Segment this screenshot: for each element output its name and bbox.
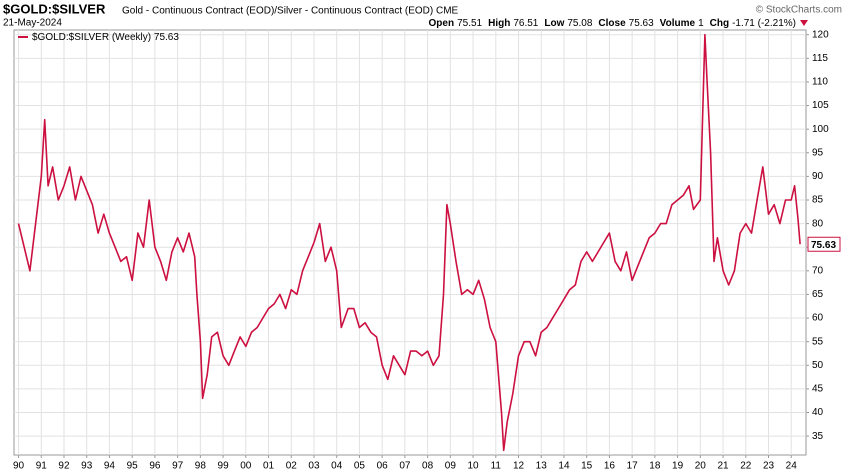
y-tick-label: 95 [812, 147, 824, 158]
x-tick-label: 00 [240, 461, 252, 472]
x-tick-label: 06 [377, 461, 389, 472]
x-tick-label: 18 [649, 461, 661, 472]
y-tick-label: 120 [812, 29, 829, 40]
last-value-label: 75.63 [811, 240, 836, 251]
x-tick-label: 07 [399, 461, 411, 472]
x-tick-label: 11 [491, 461, 502, 472]
quote-label: Low [544, 18, 564, 29]
x-tick-label: 03 [308, 461, 320, 472]
x-tick-label: 22 [740, 461, 752, 472]
x-tick-label: 21 [717, 461, 729, 472]
legend-label: $GOLD:$SILVER (Weekly) [32, 32, 151, 43]
x-tick-label: 09 [445, 461, 457, 472]
x-tick-label: 01 [263, 461, 275, 472]
y-tick-label: 85 [812, 195, 824, 206]
y-tick-label: 90 [812, 171, 824, 182]
y-tick-label: 110 [812, 77, 828, 88]
last-value-box [807, 236, 841, 252]
x-tick-label: 19 [672, 461, 684, 472]
credit: © StockCharts.com [756, 5, 842, 16]
y-tick-label: 50 [812, 360, 824, 371]
x-tick-label: 94 [104, 461, 116, 472]
quote-label: High [488, 18, 510, 29]
x-tick-label: 98 [195, 461, 207, 472]
quote-value: 75.51 [457, 18, 482, 29]
y-tick-label: 60 [812, 313, 824, 324]
quote-label: Close [598, 18, 626, 29]
legend-value: 75.63 [154, 32, 179, 43]
y-tick-label: 105 [812, 100, 829, 111]
price-line [17, 33, 801, 452]
x-tick-label: 02 [286, 461, 298, 472]
x-tick-label: 92 [58, 461, 70, 472]
x-tick-label: 90 [13, 461, 25, 472]
quote-value: 75.08 [567, 18, 592, 29]
x-tick-label: 16 [604, 461, 616, 472]
x-tick-label: 91 [36, 461, 48, 472]
x-tick-label: 08 [422, 461, 434, 472]
x-tick-label: 14 [558, 461, 570, 472]
date: 21-May-2024 [3, 18, 62, 29]
y-tick-label: 65 [812, 289, 824, 300]
x-tick-label: 23 [763, 461, 775, 472]
y-tick-label: 100 [812, 124, 829, 135]
y-tick-label: 45 [812, 384, 824, 395]
quote-value: 76.51 [513, 18, 538, 29]
x-tick-label: 10 [468, 461, 480, 472]
down-arrow [800, 20, 808, 26]
quote-value: 75.63 [629, 18, 654, 29]
x-tick-label: 15 [581, 461, 593, 472]
x-tick-label: 93 [81, 461, 93, 472]
x-tick-label: 05 [354, 461, 366, 472]
quote-label: Open [429, 18, 455, 29]
x-tick-label: 04 [331, 461, 343, 472]
y-tick-label: 70 [812, 265, 824, 276]
y-tick-label: 40 [812, 407, 824, 418]
plot-frame [13, 29, 807, 456]
chart-title: $GOLD:$SILVER [3, 1, 106, 16]
quote-value: 1 [698, 18, 704, 29]
quote-label: Volume [660, 18, 696, 29]
y-tick-label: 55 [812, 336, 824, 347]
y-tick-label: 115 [812, 53, 828, 64]
x-tick-label: 96 [149, 461, 161, 472]
subtitle: Gold - Continuous Contract (EOD)/Silver … [122, 6, 459, 17]
x-tick-label: 95 [127, 461, 139, 472]
x-tick-label: 99 [218, 461, 230, 472]
x-tick-label: 12 [513, 461, 525, 472]
x-tick-label: 24 [786, 461, 798, 472]
quote-label: Chg [710, 18, 729, 29]
y-tick-label: 80 [812, 218, 824, 229]
legend-text: $GOLD:$SILVER (Weekly) 75.63 [32, 32, 179, 43]
x-tick-label: 20 [695, 461, 707, 472]
x-tick-label: 13 [536, 461, 548, 472]
x-tick-label: 97 [172, 461, 184, 472]
quote: Open 75.51 High 76.51 Low 75.08 Close 75.63 Volu… [429, 18, 796, 29]
x-tick-label: 17 [627, 461, 639, 472]
y-tick-label: 35 [812, 431, 824, 442]
quote-value: -1.71 (-2.21%) [732, 18, 796, 29]
